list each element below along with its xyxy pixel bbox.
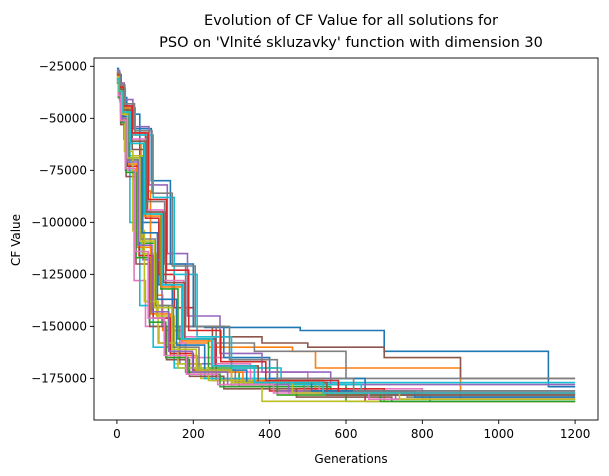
- x-tick-label: 1200: [560, 427, 591, 441]
- x-tick-label: 400: [258, 427, 281, 441]
- y-tick-label: −100000: [31, 215, 87, 229]
- y-tick-label: −175000: [31, 371, 87, 385]
- x-tick-label: 1000: [483, 427, 514, 441]
- series-line-27: [116, 80, 576, 400]
- x-tick-label: 200: [182, 427, 205, 441]
- x-tick-label: 600: [335, 427, 358, 441]
- chart-title-line-2: PSO on 'Vlnité skluzavky' function with …: [159, 35, 543, 51]
- y-tick-label: −150000: [31, 319, 87, 333]
- y-tick-label: −75000: [39, 163, 87, 177]
- y-tick-label: −25000: [39, 59, 87, 73]
- series-line-28: [116, 71, 576, 392]
- x-tick-label: 0: [113, 427, 121, 441]
- y-tick-label: −50000: [39, 111, 87, 125]
- y-tick-label: −125000: [31, 267, 87, 281]
- series-layer: [116, 67, 576, 403]
- axes-layer: 0 200 400 600 800 1000 1200 −25000 −50000 −75000 −…: [31, 57, 599, 441]
- y-axis-label: CF Value: [9, 214, 23, 266]
- chart-title-line-1: Evolution of CF Value for all solutions …: [204, 13, 498, 29]
- x-axis-label: Generations: [314, 452, 387, 466]
- series-line-30: [116, 78, 576, 394]
- x-tick-label: 800: [411, 427, 434, 441]
- series-line-29: [116, 75, 576, 400]
